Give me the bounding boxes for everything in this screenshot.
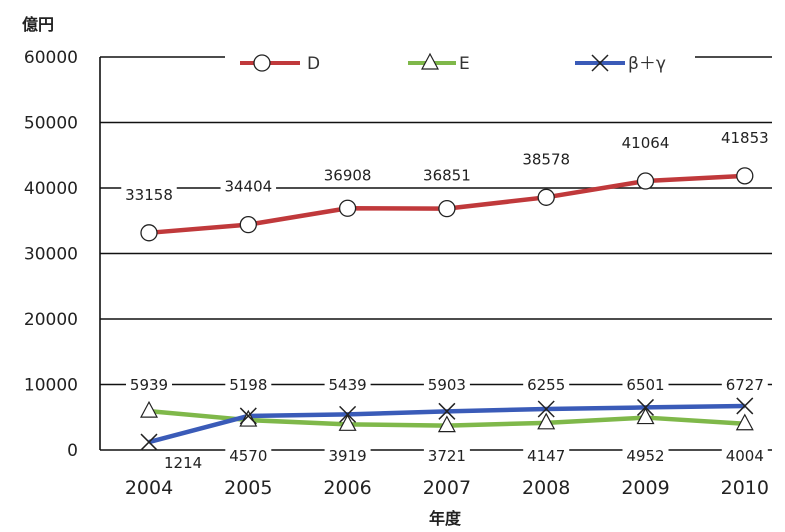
data-label-bg: [423, 447, 470, 466]
x-tick-label: 2008: [522, 477, 570, 499]
data-label-bg: [319, 166, 376, 186]
data-label: 3721: [428, 447, 466, 465]
y-tick-labels: 0 10000 20000 30000 40000 50000 60000: [24, 48, 78, 461]
data-point: [421, 52, 439, 70]
data-point: [140, 400, 158, 418]
data-label-bg: [622, 447, 669, 466]
data-label-bg: [419, 166, 475, 186]
x-axis-title: 年度: [429, 509, 462, 528]
data-label: 4004: [726, 447, 764, 465]
y-axis-title: 億円: [22, 15, 54, 34]
data-label: 6727: [726, 376, 764, 394]
legend-label: D: [307, 54, 320, 74]
data-label-bg: [160, 454, 206, 473]
y-tick-label: 40000: [24, 179, 78, 199]
y-tick-label: 60000: [24, 48, 78, 68]
data-label-bg: [225, 376, 272, 395]
data-point: [239, 409, 258, 427]
y-tick-label: 0: [67, 441, 78, 461]
y-tick-label: 50000: [24, 114, 78, 134]
data-label: 5439: [329, 376, 367, 394]
data-point: [736, 397, 754, 415]
data-point: [338, 199, 357, 217]
legend-label: E: [459, 54, 470, 74]
data-label: 4570: [229, 447, 267, 465]
data-label: 5903: [428, 376, 466, 394]
data-point: [140, 224, 158, 242]
data-label: 5939: [130, 376, 168, 394]
data-point: [438, 402, 456, 420]
x-tick-label: 2005: [224, 477, 272, 499]
data-label: 36908: [324, 166, 372, 184]
data-label-bg: [121, 185, 177, 205]
data-label-bg: [423, 376, 470, 395]
data-label-bg: [523, 447, 570, 466]
data-label: 38578: [522, 150, 570, 168]
data-point: [636, 407, 655, 425]
x-tick-label: 2004: [125, 477, 173, 499]
data-label: 41064: [622, 134, 670, 152]
data-point: [437, 415, 456, 433]
series-group: [140, 167, 754, 451]
data-point: [140, 433, 158, 451]
y-tick-label: 10000: [24, 376, 78, 396]
data-label-bg: [225, 447, 272, 466]
data-point: [537, 400, 555, 418]
data-point: [253, 54, 271, 72]
x-tick-labels: 2004 2005 2006 2007 2008 2009 2010: [125, 477, 769, 499]
data-label: 36851: [423, 167, 471, 185]
data-point: [537, 412, 556, 430]
data-point: [438, 199, 456, 218]
data-label: 33158: [125, 186, 173, 204]
data-label: 5198: [229, 376, 267, 394]
data-label-bg: [324, 376, 371, 395]
data-label-bg: [518, 150, 574, 170]
data-label: 4952: [626, 447, 664, 465]
data-point: [636, 172, 655, 190]
y-tick-label: 20000: [24, 310, 78, 330]
data-label-bg: [126, 376, 172, 395]
data-point: [537, 188, 555, 206]
data-label-bg: [717, 128, 773, 148]
data-point: [736, 167, 754, 185]
data-label-bg: [721, 376, 768, 395]
data-point: [239, 216, 257, 234]
data-label: 4147: [527, 447, 565, 465]
data-point: [636, 398, 655, 416]
data-label-group: 33158 34404 36908 36851 38578 41064 41853 5939 5…: [121, 128, 773, 473]
data-point: [591, 54, 609, 72]
data-point: [338, 414, 357, 431]
data-label: 1214: [164, 454, 202, 472]
data-label: 3919: [329, 447, 367, 465]
x-tick-label: 2009: [621, 477, 669, 499]
data-label-bg: [220, 177, 277, 197]
data-point: [339, 405, 357, 423]
data-label: 41853: [721, 129, 769, 147]
data-label: 34404: [224, 178, 272, 196]
data-label: 6255: [527, 376, 565, 394]
legend-label: β＋γ: [628, 54, 666, 74]
data-label-bg: [622, 376, 669, 395]
data-point: [735, 413, 754, 431]
data-label-bg: [617, 134, 674, 154]
data-label-bg: [523, 376, 570, 395]
x-tick-label: 2006: [323, 477, 371, 499]
x-tick-label: 2010: [721, 477, 769, 499]
data-label-bg: [721, 447, 768, 466]
data-label: 6501: [626, 376, 664, 394]
x-tick-label: 2007: [423, 477, 471, 499]
y-tick-label: 30000: [24, 245, 78, 265]
data-label-bg: [324, 447, 371, 466]
data-point: [239, 407, 257, 425]
grid-lines: [100, 56, 772, 386]
